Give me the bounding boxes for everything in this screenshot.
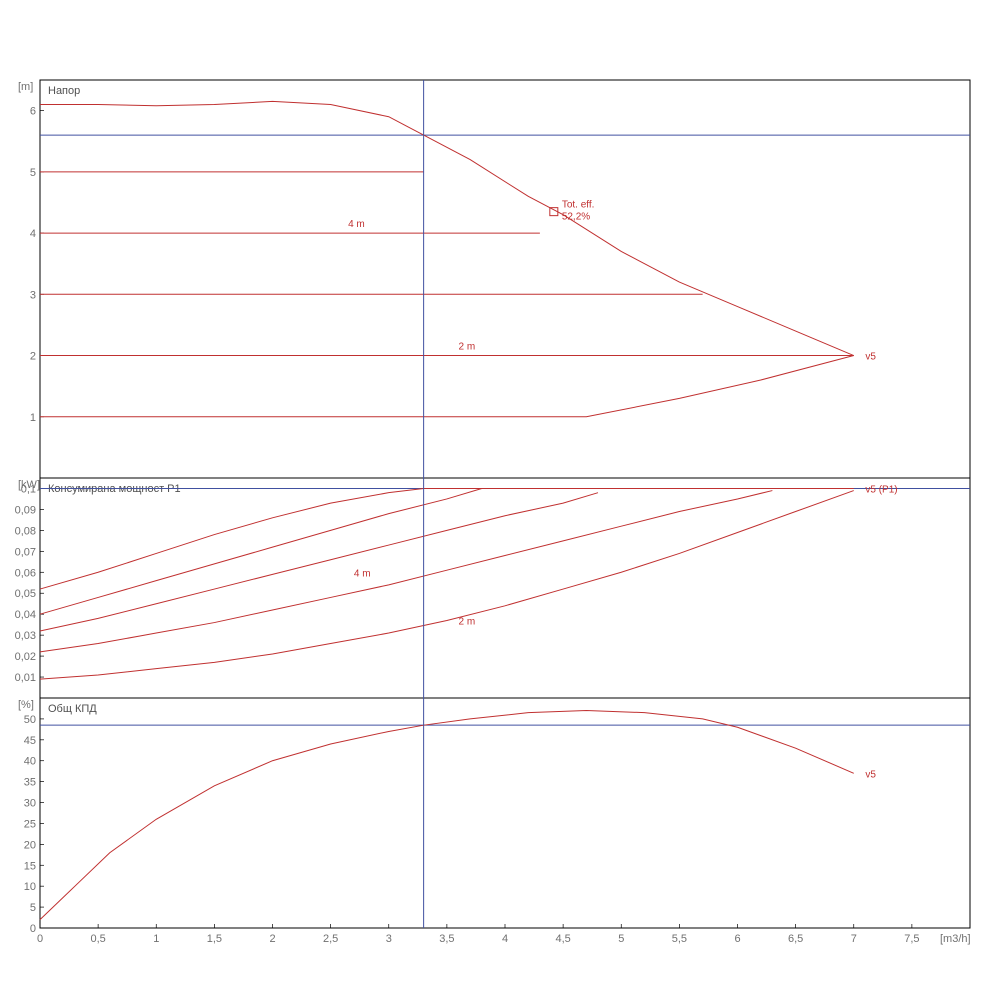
svg-text:2,5: 2,5 [323,933,338,945]
curve-head-1m [40,356,854,417]
svg-text:0,06: 0,06 [15,567,36,579]
panel-title-power: Консумирана мощност P1 [48,483,181,495]
svg-text:5: 5 [30,902,36,914]
svg-text:10: 10 [24,881,36,893]
curve-label-2m: 2 m [459,341,476,352]
curve-power-p3 [40,491,772,652]
svg-text:4: 4 [30,228,36,240]
svg-text:3: 3 [386,933,392,945]
svg-text:40: 40 [24,756,36,768]
svg-text:4,5: 4,5 [555,933,570,945]
svg-text:0: 0 [37,933,43,945]
svg-text:45: 45 [24,735,36,747]
chart-svg: 123456[m]Напор4 m2 mTot. eff.52,2%v50,01… [0,0,1000,1000]
svg-text:0,08: 0,08 [15,525,36,537]
svg-text:3,5: 3,5 [439,933,454,945]
y-unit-power: [kW] [18,479,40,491]
svg-text:2: 2 [30,351,36,363]
svg-text:3: 3 [30,289,36,301]
curve-head-6m [40,101,854,355]
svg-text:1: 1 [153,933,159,945]
curve-power-p5 [40,488,482,614]
svg-text:7: 7 [851,933,857,945]
curve-power-p2 [40,491,854,680]
panel-title-eff: Общ КПД [48,703,97,715]
svg-text:0,09: 0,09 [15,504,36,516]
svg-text:0,03: 0,03 [15,630,36,642]
svg-text:20: 20 [24,839,36,851]
svg-text:15: 15 [24,860,36,872]
svg-text:2: 2 [269,933,275,945]
svg-text:0,5: 0,5 [90,933,105,945]
marker-label-top: Tot. eff. [562,200,595,211]
svg-text:30: 30 [24,798,36,810]
right-label-power: v5 (P1) [865,484,897,495]
y-unit-head: [m] [18,81,33,93]
svg-text:0: 0 [30,923,36,935]
svg-text:1,5: 1,5 [207,933,222,945]
pump-curve-chart: { "chart": { "width": 1000, "height": 10… [0,0,1000,1000]
svg-text:5: 5 [618,933,624,945]
svg-text:50: 50 [24,714,36,726]
x-unit-label: [m3/h] [940,933,971,945]
svg-text:1: 1 [30,412,36,424]
svg-text:25: 25 [24,818,36,830]
right-label-head: v5 [865,352,876,363]
svg-text:5,5: 5,5 [672,933,687,945]
panel-title-head: Напор [48,85,80,97]
svg-text:0,05: 0,05 [15,588,36,600]
svg-text:35: 35 [24,777,36,789]
svg-text:7,5: 7,5 [904,933,919,945]
svg-text:0,02: 0,02 [15,651,36,663]
y-unit-eff: [%] [18,699,34,711]
svg-text:5: 5 [30,167,36,179]
svg-text:0,07: 0,07 [15,546,36,558]
curve-label-p4: 4 m [354,568,371,579]
curve-power-p4 [40,493,598,631]
svg-text:6: 6 [30,106,36,118]
svg-text:4: 4 [502,933,508,945]
curve-eff-eff [40,711,854,920]
marker-label-bot: 52,2% [562,212,590,223]
svg-text:6,5: 6,5 [788,933,803,945]
right-label-eff: v5 [865,769,876,780]
svg-text:0,01: 0,01 [15,672,36,684]
curve-power-p6 [40,488,854,589]
curve-label-p2: 2 m [459,617,476,628]
svg-text:0,04: 0,04 [15,609,36,621]
curve-label-4m: 4 m [348,219,365,230]
svg-text:6: 6 [734,933,740,945]
